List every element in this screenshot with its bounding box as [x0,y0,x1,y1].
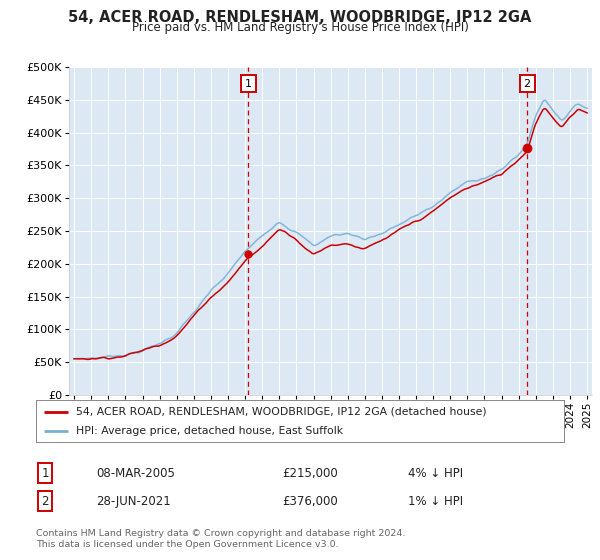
Text: 4% ↓ HPI: 4% ↓ HPI [408,466,463,480]
Text: £215,000: £215,000 [282,466,338,480]
Text: 1: 1 [41,466,49,480]
Text: 54, ACER ROAD, RENDLESHAM, WOODBRIDGE, IP12 2GA: 54, ACER ROAD, RENDLESHAM, WOODBRIDGE, I… [68,10,532,25]
Text: 28-JUN-2021: 28-JUN-2021 [96,494,171,508]
Text: 08-MAR-2005: 08-MAR-2005 [96,466,175,480]
Text: 2: 2 [523,78,530,88]
Text: Contains HM Land Registry data © Crown copyright and database right 2024.
This d: Contains HM Land Registry data © Crown c… [36,529,406,549]
Text: Price paid vs. HM Land Registry's House Price Index (HPI): Price paid vs. HM Land Registry's House … [131,21,469,34]
Text: HPI: Average price, detached house, East Suffolk: HPI: Average price, detached house, East… [76,426,343,436]
Text: 1: 1 [245,78,251,88]
Text: 1% ↓ HPI: 1% ↓ HPI [408,494,463,508]
Text: £376,000: £376,000 [282,494,338,508]
Text: 2: 2 [41,494,49,508]
Text: 54, ACER ROAD, RENDLESHAM, WOODBRIDGE, IP12 2GA (detached house): 54, ACER ROAD, RENDLESHAM, WOODBRIDGE, I… [76,407,486,417]
